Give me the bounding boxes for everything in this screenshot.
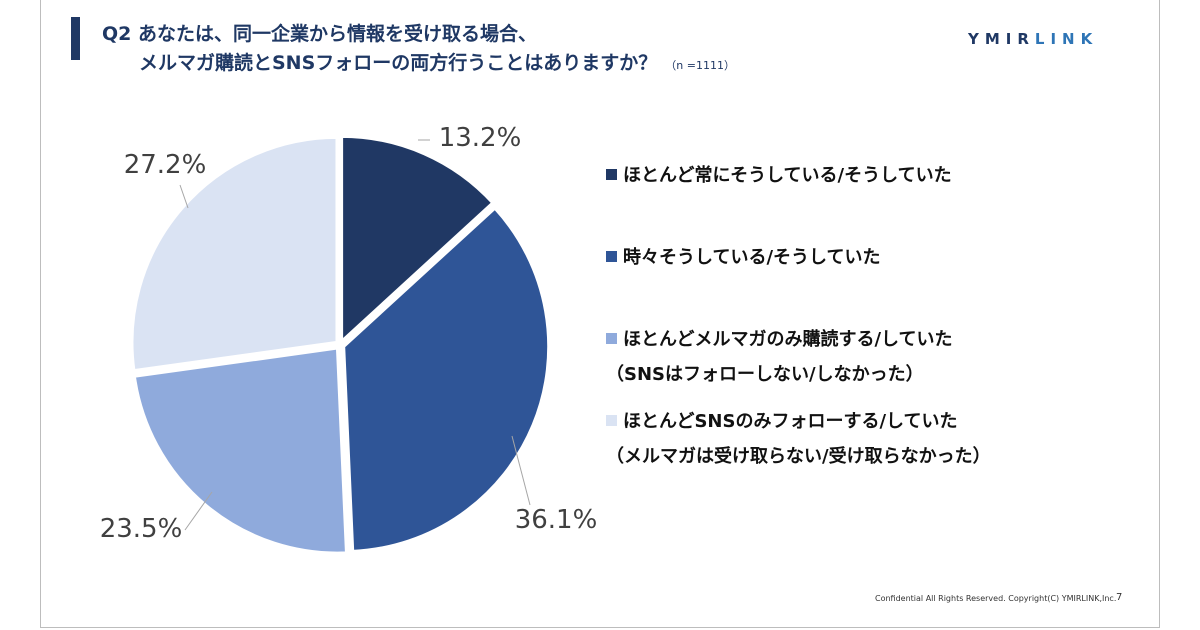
question-title-text: メルマガ購読とSNSフォローの両方行うことはありますか？ bbox=[139, 52, 658, 74]
footer-copyright: Confidential All Rights Reserved. Copyri… bbox=[875, 594, 1117, 603]
slice-value-label-2: 36.1% bbox=[515, 505, 598, 535]
slide-frame bbox=[40, 0, 1160, 628]
title-accent-bar bbox=[71, 17, 80, 60]
pie-slice-1 bbox=[340, 134, 495, 345]
legend-item-3: ほとんどメルマガのみ購読する/していた （SNSはフォローしない/しなかった） bbox=[606, 322, 953, 392]
legend-sublabel-3: （SNSはフォローしない/しなかった） bbox=[606, 364, 924, 385]
legend-swatch-1 bbox=[606, 169, 617, 180]
legend-swatch-2 bbox=[606, 251, 617, 262]
pie-slice-4 bbox=[130, 135, 339, 373]
legend-label-1: ほとんど常にそうしている/そうしていた bbox=[623, 165, 952, 186]
leader-line-3 bbox=[184, 491, 213, 531]
legend-swatch-3 bbox=[606, 333, 617, 344]
leader-line-4 bbox=[179, 184, 189, 209]
question-title-line1: Q2 あなたは、同一企業から情報を受け取る場合、 bbox=[102, 23, 537, 45]
slice-value-label-4: 27.2% bbox=[124, 150, 207, 180]
legend-item-1: ほとんど常にそうしている/そうしていた bbox=[606, 158, 952, 193]
slice-value-label-3: 23.5% bbox=[100, 514, 183, 544]
pie-slice-2 bbox=[342, 205, 551, 553]
page-number: 7 bbox=[1116, 592, 1123, 603]
legend-sublabel-4: （メルマガは受け取らない/受け取らなかった） bbox=[606, 446, 991, 467]
leader-line-2 bbox=[511, 435, 531, 506]
brand-logo-part1: YMIR bbox=[968, 30, 1035, 48]
brand-logo-part2: LINK bbox=[1034, 30, 1099, 48]
legend-item-2: 時々そうしている/そうしていた bbox=[606, 240, 881, 275]
sample-size: （n =1111） bbox=[665, 59, 735, 72]
legend-item-4: ほとんどSNSのみフォローする/していた （メルマガは受け取らない/受け取らなかっ… bbox=[606, 404, 991, 474]
legend-swatch-4 bbox=[606, 415, 617, 426]
pie-slice-3 bbox=[132, 346, 349, 555]
question-title-line2: メルマガ購読とSNSフォローの両方行うことはありますか？ （n =1111） bbox=[139, 48, 735, 75]
legend-label-3: ほとんどメルマガのみ購読する/していた bbox=[623, 329, 953, 350]
legend-label-2: 時々そうしている/そうしていた bbox=[623, 247, 881, 268]
legend-label-4: ほとんどSNSのみフォローする/していた bbox=[623, 411, 958, 432]
brand-logo: YMIRLINK bbox=[968, 30, 1098, 48]
slice-value-label-1: 13.2% bbox=[439, 123, 522, 153]
